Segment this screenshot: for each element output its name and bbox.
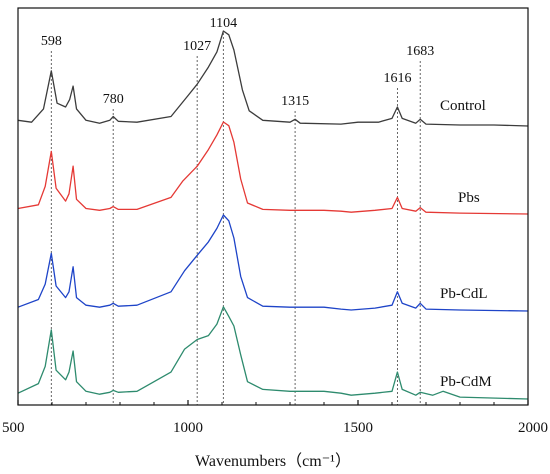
x-axis-ticks	[17, 400, 529, 405]
peak-lines	[50, 33, 421, 405]
series-line-pbs	[17, 121, 529, 215]
x-tick-label-1000: 1000	[173, 420, 203, 436]
peak-label-1616: 1616	[383, 71, 411, 86]
peak-label-1104: 1104	[210, 16, 237, 31]
x-axis-tick-labels: 500 1000 1500 2000	[2, 420, 548, 436]
x-tick-label-1500: 1500	[343, 420, 373, 436]
peak-label-1315: 1315	[281, 94, 309, 109]
peak-labels: 598 780 1027 1104 1315 1616 1683	[41, 16, 434, 109]
series-line-pb-cdm	[17, 306, 529, 400]
series-label-control: Control	[440, 98, 486, 114]
peak-label-780: 780	[103, 92, 124, 107]
series-lines	[17, 30, 529, 400]
series-line-pb-cdl	[17, 214, 529, 312]
plot-frame	[17, 7, 529, 406]
x-tick-label-2000: 2000	[518, 420, 548, 436]
series-label-pb-cdl: Pb-CdL	[440, 286, 488, 302]
peak-label-598: 598	[41, 34, 62, 49]
peak-label-1027: 1027	[183, 39, 211, 54]
x-tick-label-500: 500	[2, 420, 25, 436]
x-axis-title: Wavenumbers（cm⁻¹）	[195, 452, 351, 470]
series-line-control	[17, 30, 529, 127]
peak-label-1683: 1683	[406, 44, 434, 59]
series-labels: Control Pbs Pb-CdL Pb-CdM	[440, 98, 492, 390]
series-label-pbs: Pbs	[458, 190, 480, 206]
series-label-pb-cdm: Pb-CdM	[440, 374, 492, 390]
